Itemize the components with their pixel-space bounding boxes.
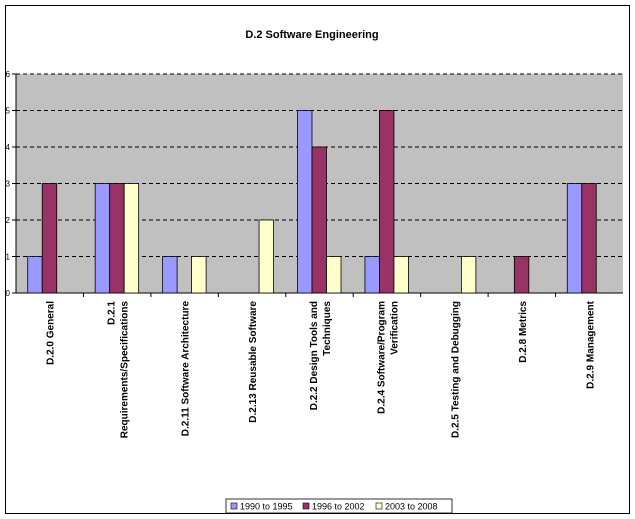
bar xyxy=(94,183,111,294)
bar-chart: D.2 Software Engineering 0 1 2 3 4 5 6 D.2.0 Ge… xyxy=(6,29,623,514)
x-tick-label: Verification xyxy=(389,301,400,355)
y-tick-label: 1 xyxy=(6,253,11,262)
bar xyxy=(297,110,313,294)
bar xyxy=(393,256,409,294)
x-tick-label-group: D.2.11 Software Architecture xyxy=(181,301,192,437)
x-tick-label: D.2.8 Metrics xyxy=(518,301,529,363)
legend-label: 1990 to 1995 xyxy=(240,502,293,512)
x-tick-label: D.2.11 Software Architecture xyxy=(181,301,192,437)
bar xyxy=(460,256,477,294)
bar xyxy=(566,183,583,294)
x-tick-label: D.2.1 xyxy=(107,301,118,325)
chart-area: D.2 Software Engineering 0 1 2 3 4 5 6 D.2.0 Ge… xyxy=(5,5,630,514)
x-tick-label: D.2.13 Reusable Software xyxy=(248,301,259,423)
bar xyxy=(311,146,327,294)
x-tick-label: Requirements/Specifications xyxy=(120,301,131,439)
y-tick-label: 5 xyxy=(6,107,11,116)
y-tick-label: 0 xyxy=(6,289,11,298)
legend-label: 2003 to 2008 xyxy=(385,502,438,512)
y-tick-label: 3 xyxy=(6,180,11,189)
x-tick-label: D.2.0 General xyxy=(46,301,57,365)
bar xyxy=(258,219,274,294)
bar xyxy=(27,256,43,294)
x-tick-label-group: D.2.5 Testing and Debugging xyxy=(450,301,461,438)
y-tick-label: 6 xyxy=(6,70,11,79)
legend-swatch xyxy=(375,502,383,510)
x-tick-label-group: D.2.4 Software/Program Verification xyxy=(376,301,400,414)
x-tick-label-group: D.2.2 Design Tools and Techniques xyxy=(309,301,333,411)
bar xyxy=(326,256,342,294)
bar xyxy=(123,183,140,294)
x-tick-label: D.2.2 Design Tools and xyxy=(309,301,320,410)
x-tick-label: D.2.9 Management xyxy=(585,300,596,388)
plot-area: 0 1 2 3 4 5 6 D.2.0 General D.2.1 Requirements/Sp… xyxy=(6,70,623,438)
x-tick-label: Techniques xyxy=(322,301,333,356)
bar xyxy=(191,256,207,294)
bar xyxy=(379,110,395,294)
legend-box xyxy=(225,498,453,514)
legend: 1990 to 1995 1996 to 2002 2003 to 2008 xyxy=(225,498,453,514)
legend-label: 1996 to 2002 xyxy=(312,502,365,512)
x-tick-label-group: D.2.9 Management xyxy=(585,300,596,388)
bar xyxy=(513,256,530,294)
x-tick-label: D.2.5 Testing and Debugging xyxy=(450,301,461,438)
y-tick-label: 4 xyxy=(6,143,11,152)
x-tick-label-group: D.2.8 Metrics xyxy=(518,301,529,363)
x-tick-label-group: D.2.13 Reusable Software xyxy=(248,301,259,423)
chart-title: D.2 Software Engineering xyxy=(245,29,378,41)
bar xyxy=(581,183,597,294)
legend-swatch xyxy=(302,502,310,510)
bar xyxy=(162,256,178,294)
legend-swatch xyxy=(230,502,238,510)
x-tick-label: D.2.4 Software/Program xyxy=(376,301,387,414)
x-tick-label-group: D.2.1 Requirements/Specifications xyxy=(107,301,131,439)
bar xyxy=(364,256,380,294)
bar xyxy=(41,183,58,294)
y-tick-label: 2 xyxy=(6,216,11,225)
x-tick-label-group: D.2.0 General xyxy=(46,301,57,365)
bar xyxy=(109,183,125,294)
